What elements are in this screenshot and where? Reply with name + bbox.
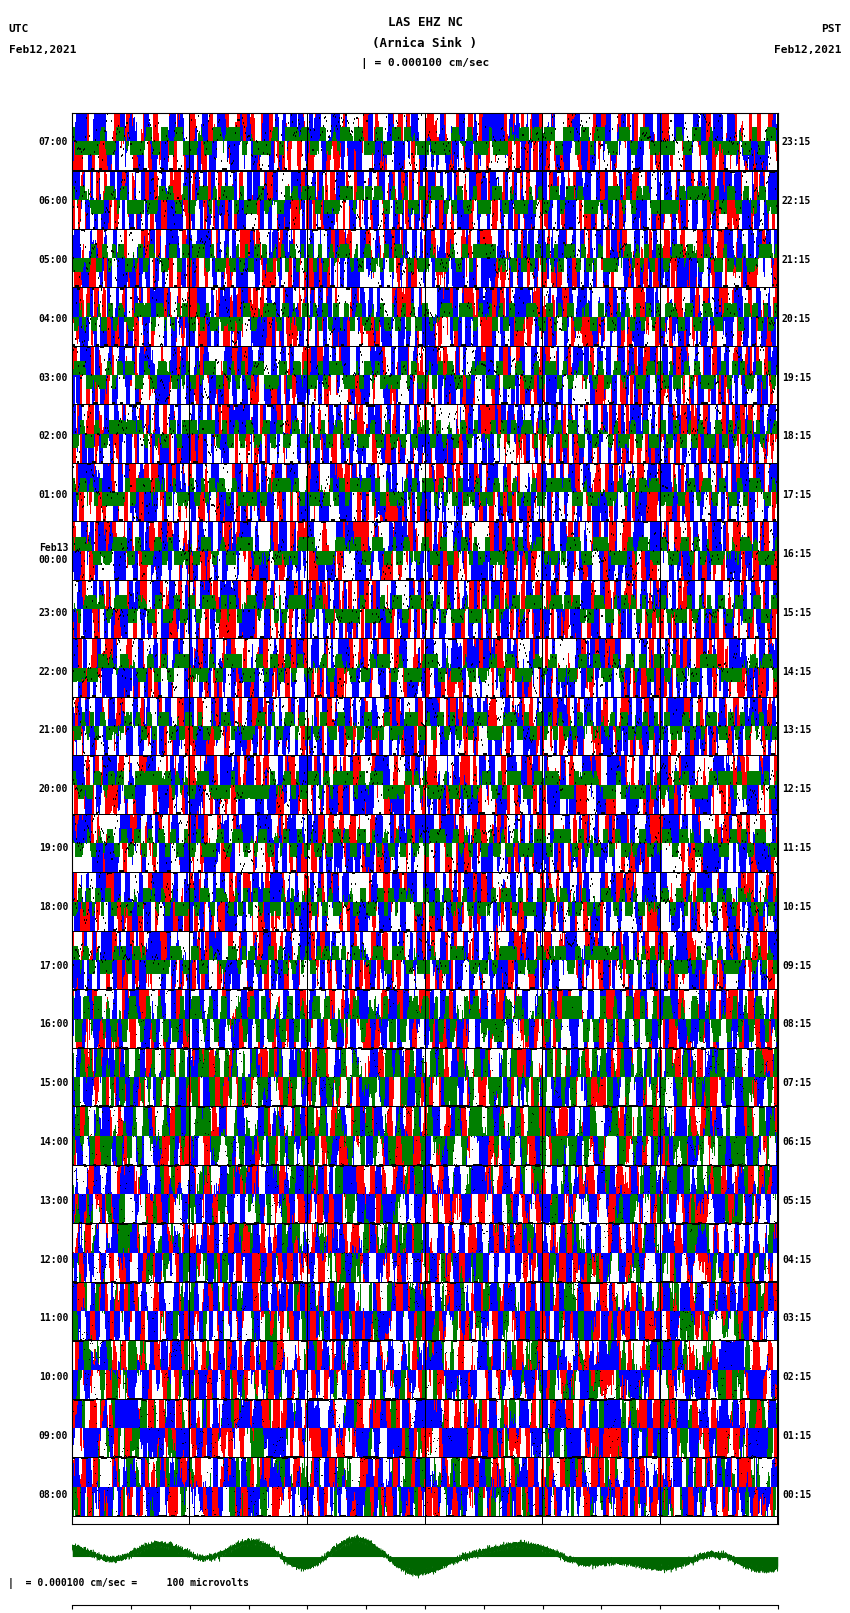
Text: 10:00: 10:00 xyxy=(38,1373,68,1382)
Text: 15:15: 15:15 xyxy=(782,608,812,618)
Text: | = 0.000100 cm/sec: | = 0.000100 cm/sec xyxy=(361,58,489,69)
Text: 10:15: 10:15 xyxy=(782,902,812,911)
Text: |  = 0.000100 cm/sec =     100 microvolts: | = 0.000100 cm/sec = 100 microvolts xyxy=(8,1579,249,1589)
Text: 03:00: 03:00 xyxy=(38,373,68,382)
Text: 18:00: 18:00 xyxy=(38,902,68,911)
Text: 17:00: 17:00 xyxy=(38,961,68,971)
Text: UTC: UTC xyxy=(8,24,29,34)
Text: 19:15: 19:15 xyxy=(782,373,812,382)
Text: 02:00: 02:00 xyxy=(38,431,68,442)
Text: 16:00: 16:00 xyxy=(38,1019,68,1029)
Text: 08:00: 08:00 xyxy=(38,1490,68,1500)
Text: 06:00: 06:00 xyxy=(38,197,68,206)
Text: 07:15: 07:15 xyxy=(782,1077,812,1089)
Text: 09:15: 09:15 xyxy=(782,961,812,971)
Text: 02:15: 02:15 xyxy=(782,1373,812,1382)
Text: 14:15: 14:15 xyxy=(782,666,812,676)
Text: 13:00: 13:00 xyxy=(38,1195,68,1207)
Text: 11:00: 11:00 xyxy=(38,1313,68,1323)
Text: 01:00: 01:00 xyxy=(38,490,68,500)
Text: 08:15: 08:15 xyxy=(782,1019,812,1029)
Text: 23:00: 23:00 xyxy=(38,608,68,618)
Text: 15:00: 15:00 xyxy=(38,1077,68,1089)
Text: 20:15: 20:15 xyxy=(782,315,812,324)
Text: 06:15: 06:15 xyxy=(782,1137,812,1147)
Text: 03:15: 03:15 xyxy=(782,1313,812,1323)
Text: Feb12,2021: Feb12,2021 xyxy=(774,45,842,55)
Text: 11:15: 11:15 xyxy=(782,844,812,853)
Text: 07:00: 07:00 xyxy=(38,137,68,147)
Text: 09:00: 09:00 xyxy=(38,1431,68,1440)
Text: 05:15: 05:15 xyxy=(782,1195,812,1207)
Text: 12:00: 12:00 xyxy=(38,1255,68,1265)
Text: 21:00: 21:00 xyxy=(38,726,68,736)
Text: 16:15: 16:15 xyxy=(782,548,812,560)
Text: 21:15: 21:15 xyxy=(782,255,812,265)
Text: 12:15: 12:15 xyxy=(782,784,812,794)
Text: 14:00: 14:00 xyxy=(38,1137,68,1147)
Text: 19:00: 19:00 xyxy=(38,844,68,853)
Text: 20:00: 20:00 xyxy=(38,784,68,794)
Text: 23:15: 23:15 xyxy=(782,137,812,147)
Text: 04:15: 04:15 xyxy=(782,1255,812,1265)
Text: 05:00: 05:00 xyxy=(38,255,68,265)
Text: 13:15: 13:15 xyxy=(782,726,812,736)
Text: LAS EHZ NC: LAS EHZ NC xyxy=(388,16,462,29)
Text: PST: PST xyxy=(821,24,842,34)
Text: 22:15: 22:15 xyxy=(782,197,812,206)
Text: 22:00: 22:00 xyxy=(38,666,68,676)
Text: 01:15: 01:15 xyxy=(782,1431,812,1440)
Text: Feb12,2021: Feb12,2021 xyxy=(8,45,76,55)
Text: 18:15: 18:15 xyxy=(782,431,812,442)
Text: 17:15: 17:15 xyxy=(782,490,812,500)
Text: 00:15: 00:15 xyxy=(782,1490,812,1500)
Text: 04:00: 04:00 xyxy=(38,315,68,324)
Text: (Arnica Sink ): (Arnica Sink ) xyxy=(372,37,478,50)
Text: Feb13
00:00: Feb13 00:00 xyxy=(38,544,68,565)
